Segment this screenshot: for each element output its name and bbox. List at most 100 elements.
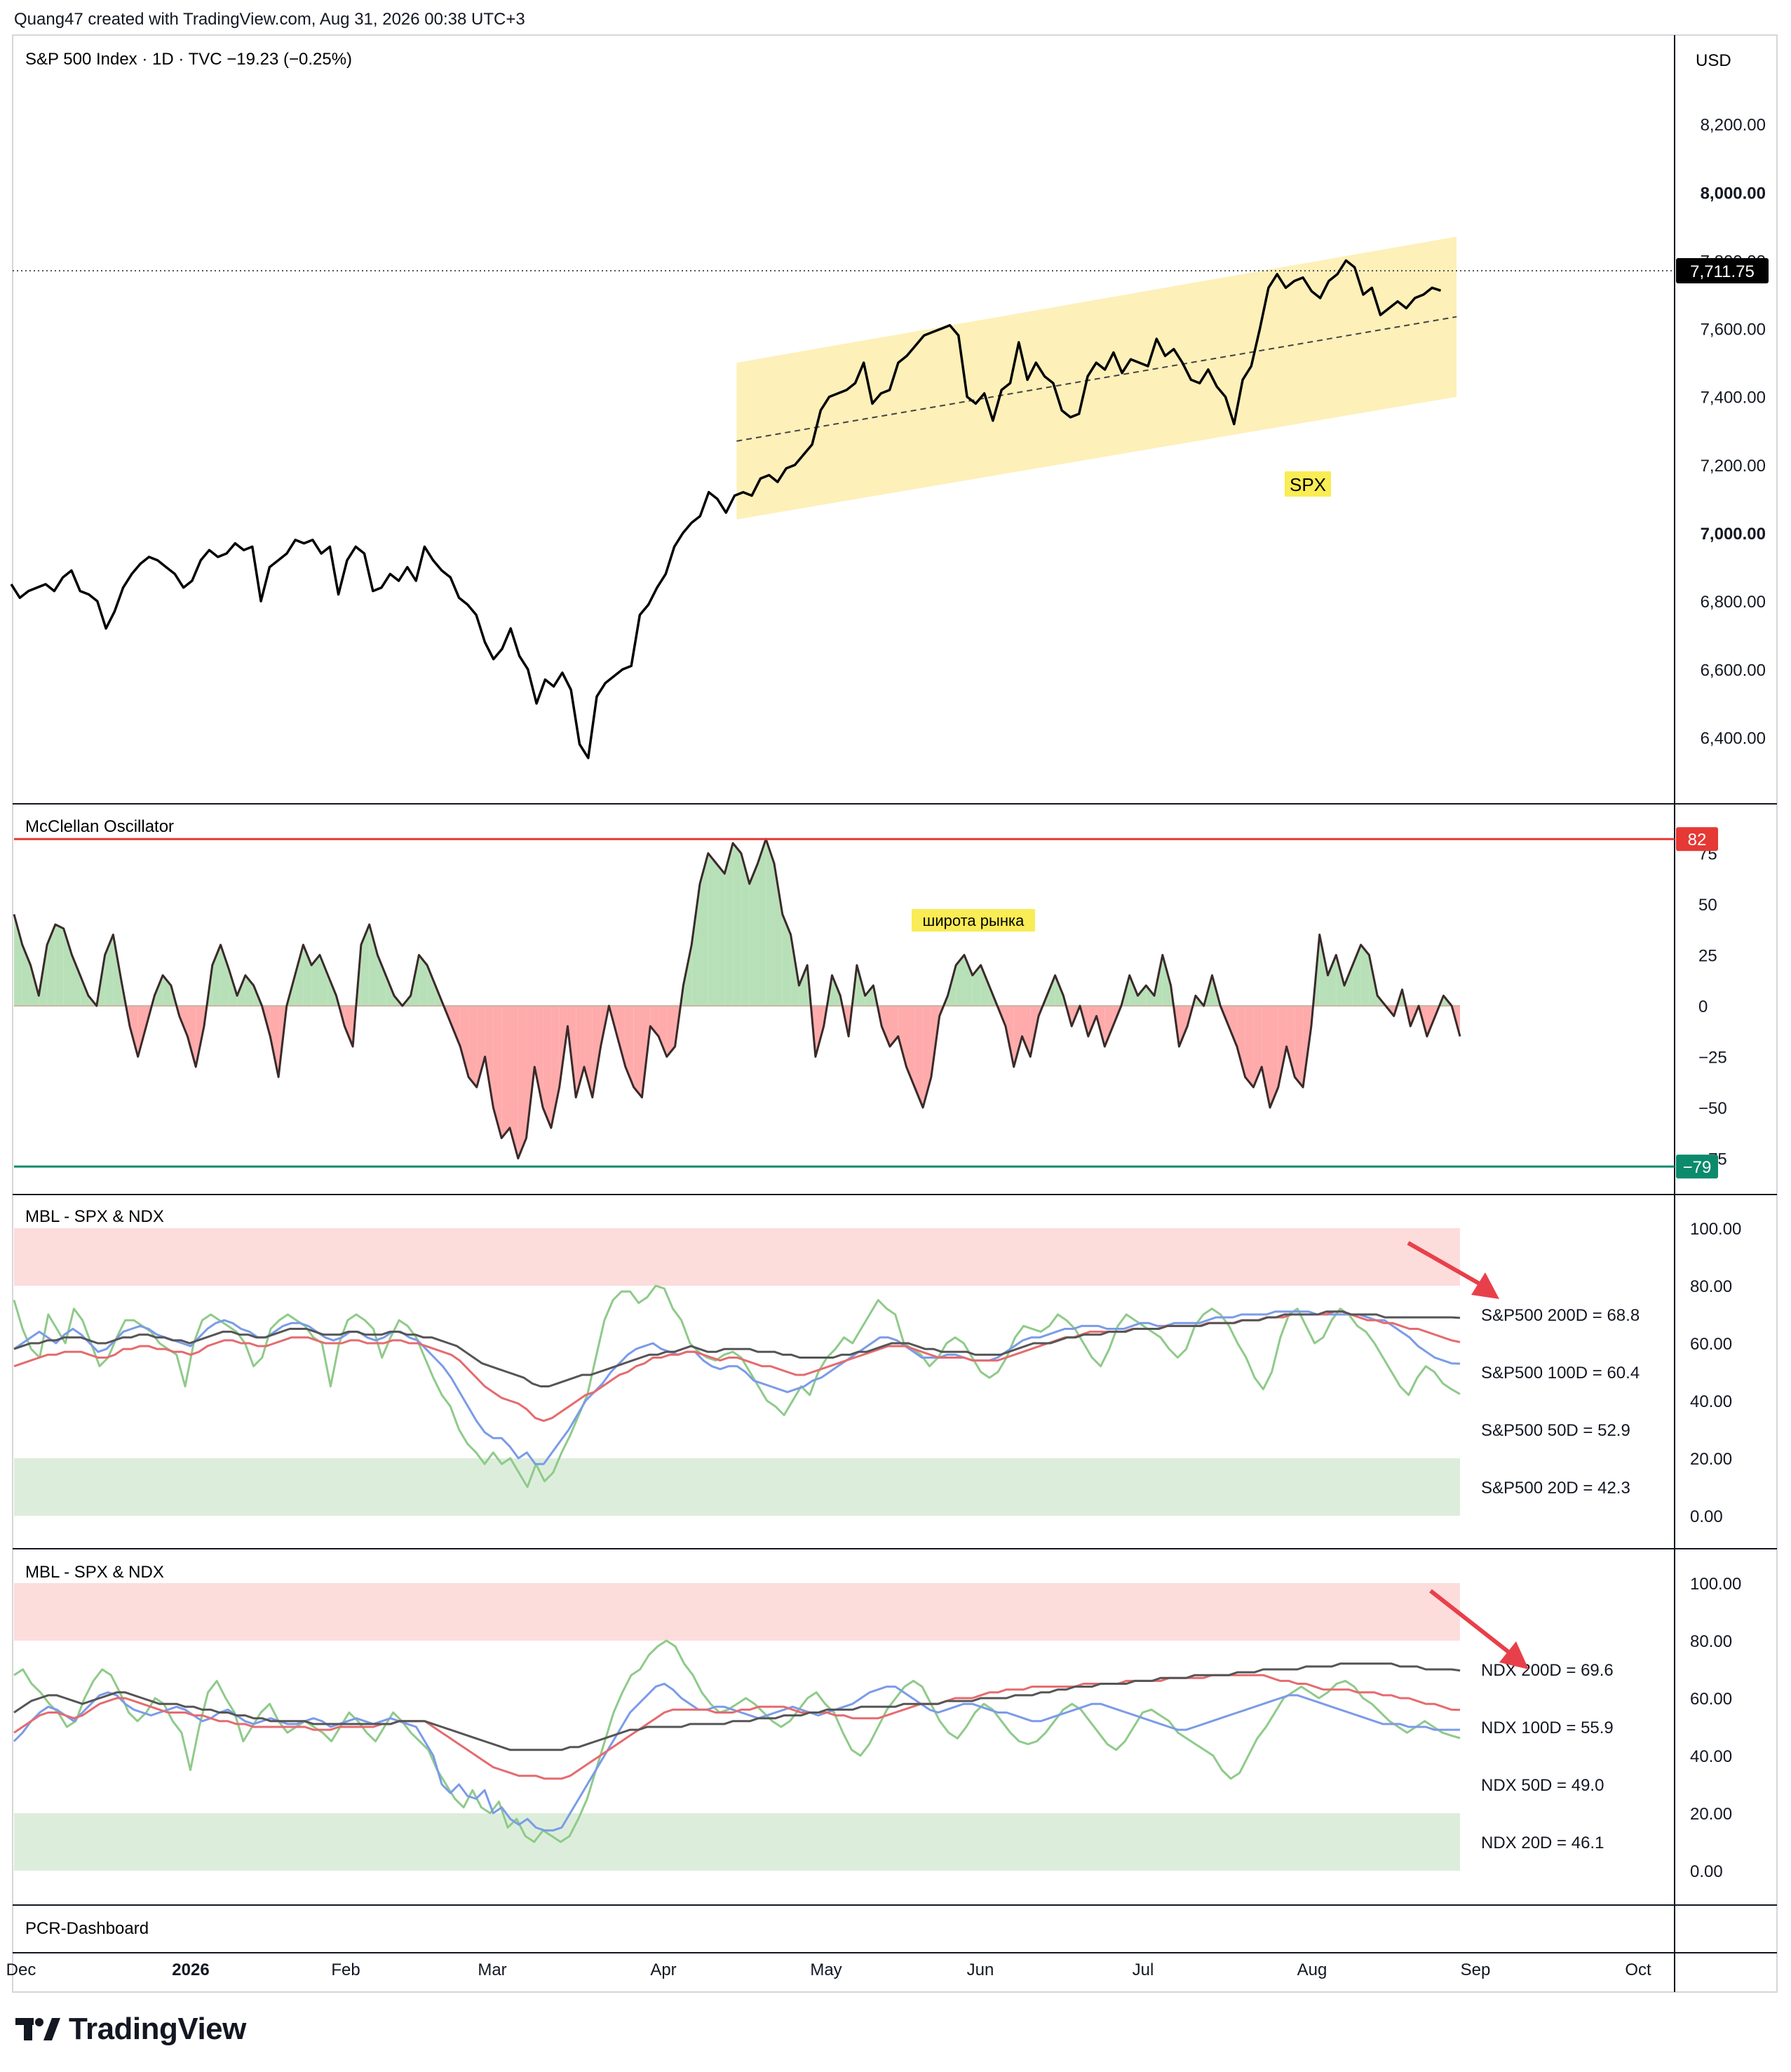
mbl-ndx-lines[interactable] [13,1639,1461,1843]
mcclellan-fill-segment [1352,945,1361,1006]
mcclellan-fill-segment [452,1006,461,1047]
mbl-spx-pane-title: MBL - SPX & NDX [25,1207,164,1226]
mbl-series-line[interactable] [13,1284,1461,1488]
mcclellan-fill-segment [1013,1006,1022,1067]
mcclellan-fill-segment [799,965,808,1006]
mbl-series-line[interactable] [13,1310,1461,1465]
mbl-tick-label: 80.00 [1690,1277,1732,1296]
time-tick-label: Dec [6,1960,36,1979]
mbl-ndx-y-axis: 100.00 80.00 60.00 40.00 20.00 0.00 [1690,1575,1741,1881]
mcclellan-tick-label: 0 [1698,997,1708,1016]
oversold-zone [14,1458,1460,1516]
mcclellan-fill-segment [774,863,783,1006]
mcclellan-fill-segment [377,955,386,1006]
mcclellan-fill-segment [1236,1006,1245,1077]
mcclellan-fill-segment [956,955,965,1006]
mbl-legend-item: S&P500 20D = 42.3 [1481,1479,1630,1498]
mcclellan-line[interactable] [13,837,1675,1168]
mcclellan-fill-segment [360,924,370,1006]
mbl-tick-label: 60.00 [1690,1690,1732,1709]
mcclellan-fill-segment [1286,1006,1295,1077]
price-tick-label: 7,400.00 [1701,389,1766,408]
mcclellan-fill-segment [617,1006,626,1067]
chart-header: Quang47 created with TradingView.com, Au… [14,10,525,29]
mcclellan-fill-segment [303,945,312,1006]
mcclellan-path[interactable] [13,837,1461,1159]
mbl-series-line[interactable] [13,1674,1461,1780]
mcclellan-fill-segment [815,1006,824,1057]
mcclellan-upper-badge: 82 [1688,830,1707,849]
regression-channel[interactable] [736,236,1457,520]
price-tick-label: 6,800.00 [1701,593,1766,612]
mcclellan-fill-segment [1344,965,1353,1006]
mbl-series-line[interactable] [13,1662,1461,1751]
mbl-spx-y-axis: 100.00 80.00 60.00 40.00 20.00 0.00 [1690,1220,1741,1526]
time-tick-label: Jun [967,1960,994,1979]
time-tick-label: Apr [650,1960,676,1979]
spx-annotation-text: SPX [1290,474,1326,495]
mbl-series-line[interactable] [13,1639,1461,1843]
tradingview-brand: TradingView [69,2012,246,2046]
mcclellan-fill-segment [633,1006,642,1098]
mbl-legend-item: S&P500 200D = 68.8 [1481,1306,1640,1325]
arrow-annotation-spx[interactable] [1407,1241,1499,1299]
tradingview-logo-icon [15,2018,60,2040]
mcclellan-note[interactable]: широта рынка [912,909,1035,931]
mbl-legend-item: S&P500 100D = 60.4 [1481,1364,1640,1383]
time-tick-label: Mar [478,1960,506,1979]
mcclellan-fill-segment [518,1006,527,1159]
mcclellan-fill-segment [716,863,725,1006]
mcclellan-lower-badge-bg [1676,1155,1718,1179]
mcclellan-fill-segment [493,1006,502,1138]
mbl-ndx-legend: NDX 200D = 69.6 NDX 100D = 55.9 NDX 50D = … [1481,1661,1614,1852]
mcclellan-lower-badge: −79 [1683,1158,1712,1177]
mcclellan-fill-segment [212,945,221,1006]
mcclellan-fill-segment [55,924,64,1006]
mbl-tick-label: 60.00 [1690,1335,1732,1354]
mbl-tick-label: 100.00 [1690,1220,1741,1239]
mcclellan-fill-segment [658,1006,667,1057]
mcclellan-fill-segment [137,1006,147,1057]
spx-price-line[interactable] [10,259,1442,760]
mcclellan-fill-segment [220,945,229,1006]
mbl-spx-legend: S&P500 200D = 68.8 S&P500 100D = 60.4 S&P5… [1481,1306,1640,1498]
oversold-zone [14,1813,1460,1871]
mcclellan-note-text: широта рынка [923,912,1025,929]
time-tick-label: Sep [1461,1960,1491,1979]
mbl-tick-label: 40.00 [1690,1747,1732,1766]
mbl-tick-label: 0.00 [1690,1862,1723,1881]
mcclellan-fill-segment [295,945,304,1006]
mbl-legend-item: NDX 20D = 46.1 [1481,1834,1604,1852]
mcclellan-fill-segment [972,965,981,1006]
mcclellan-fill-segment [1262,1006,1270,1108]
mbl-series-line[interactable] [13,1310,1461,1387]
time-tick-label: Aug [1297,1960,1327,1979]
spx-price-path[interactable] [10,259,1442,760]
time-axis[interactable]: Dec 2026 Feb Mar Apr May Jun Jul Aug Sep Oct [6,1960,1651,1979]
mbl-legend-item: NDX 50D = 49.0 [1481,1776,1604,1795]
time-tick-label: Feb [331,1960,360,1979]
mcclellan-fill-segment [369,924,378,1006]
price-tick-label: 7,200.00 [1701,457,1766,476]
arrow-annotation-ndx[interactable] [1429,1589,1529,1669]
tradingview-logo[interactable]: TradingView [15,2012,246,2047]
spx-annotation[interactable]: SPX [1285,471,1331,497]
mcclellan-fill-segment [1336,955,1345,1006]
price-tick-label: 7,600.00 [1701,321,1766,339]
mcclellan-fill-segment [699,853,708,1006]
mbl-spx-lines[interactable] [13,1284,1461,1488]
mcclellan-fill-segment [914,1006,924,1108]
mbl-legend-item: S&P500 50D = 52.9 [1481,1421,1630,1440]
mcclellan-area [14,839,1460,1159]
mcclellan-fill-segment [906,1006,915,1087]
mcclellan-fill-segment [419,955,428,1006]
mcclellan-fill-segment [980,965,989,1006]
mcclellan-fill-segment [319,955,328,1006]
price-tick-label: 6,600.00 [1701,661,1766,680]
time-tick-label: Oct [1625,1960,1651,1979]
mcclellan-fill-segment [163,975,171,1006]
mcclellan-fill-segment [344,1006,353,1047]
mcclellan-fill-segment [1327,955,1337,1006]
mbl-ndx-pane-title: MBL - SPX & NDX [25,1563,164,1582]
